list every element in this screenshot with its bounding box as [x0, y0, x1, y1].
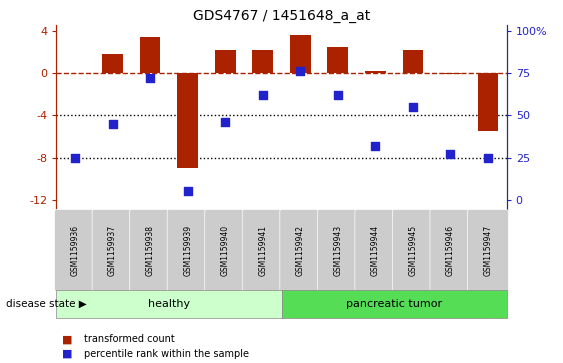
Bar	[290, 35, 311, 73]
Text: GSM1159937: GSM1159937	[108, 225, 117, 276]
Text: disease state ▶: disease state ▶	[6, 299, 86, 309]
Text: ■: ■	[62, 349, 73, 359]
Point	[408, 104, 417, 110]
Text: pancreatic tumor: pancreatic tumor	[346, 299, 442, 309]
Text: GSM1159938: GSM1159938	[146, 225, 155, 276]
Point	[183, 189, 192, 195]
Text: ■: ■	[62, 334, 73, 344]
Text: healthy: healthy	[148, 299, 190, 309]
Bar	[102, 54, 123, 73]
Text: transformed count: transformed count	[84, 334, 175, 344]
Bar	[440, 73, 461, 74]
Bar	[177, 73, 198, 168]
Bar	[252, 50, 273, 73]
Point	[333, 92, 342, 98]
Text: GSM1159942: GSM1159942	[296, 225, 305, 276]
Text: GSM1159943: GSM1159943	[333, 225, 342, 276]
Point	[258, 92, 267, 98]
Point	[371, 143, 380, 149]
Point	[296, 68, 305, 74]
Text: GSM1159944: GSM1159944	[371, 225, 380, 276]
Text: GSM1159939: GSM1159939	[183, 225, 192, 276]
Text: GSM1159941: GSM1159941	[258, 225, 267, 276]
Point	[108, 121, 117, 127]
Bar	[328, 46, 348, 73]
Title: GDS4767 / 1451648_a_at: GDS4767 / 1451648_a_at	[193, 9, 370, 23]
Text: GSM1159945: GSM1159945	[408, 225, 417, 276]
Point	[70, 155, 79, 160]
Bar	[215, 50, 235, 73]
Text: GSM1159946: GSM1159946	[446, 225, 455, 276]
Text: percentile rank within the sample: percentile rank within the sample	[84, 349, 249, 359]
Point	[221, 119, 230, 125]
Bar	[403, 50, 423, 73]
Text: GSM1159947: GSM1159947	[484, 225, 493, 276]
Text: GSM1159940: GSM1159940	[221, 225, 230, 276]
Bar	[477, 73, 498, 131]
Point	[446, 151, 455, 157]
Point	[146, 75, 155, 81]
Bar	[365, 71, 386, 73]
Bar	[140, 37, 160, 73]
Text: GSM1159936: GSM1159936	[70, 225, 79, 276]
Point	[484, 155, 493, 160]
